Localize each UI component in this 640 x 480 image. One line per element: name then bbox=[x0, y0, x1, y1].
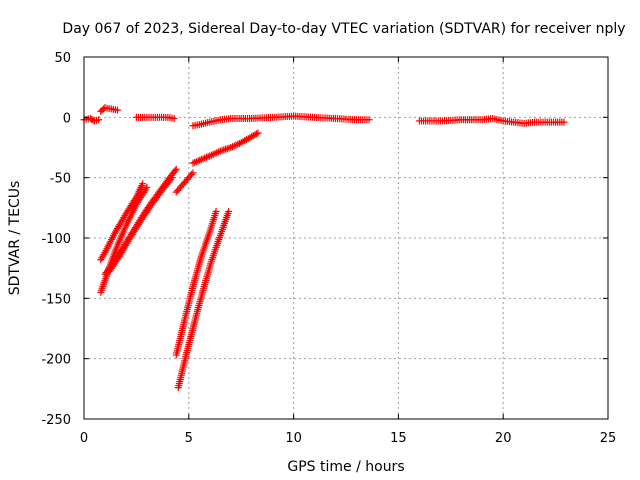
data-point bbox=[199, 155, 207, 163]
y-tick-label: -250 bbox=[41, 413, 71, 428]
y-tick-label: 0 bbox=[63, 111, 71, 126]
data-point bbox=[196, 156, 204, 164]
data-point bbox=[191, 158, 199, 166]
data-point bbox=[171, 167, 179, 175]
y-tick-label: 50 bbox=[54, 51, 71, 66]
data-point bbox=[143, 183, 151, 191]
data-point bbox=[95, 116, 103, 124]
data-point bbox=[254, 129, 262, 137]
data-point bbox=[225, 207, 233, 215]
data-point bbox=[204, 153, 212, 161]
data-point bbox=[194, 157, 202, 165]
data-point bbox=[365, 116, 373, 124]
data-point bbox=[189, 169, 197, 177]
data-points bbox=[80, 104, 568, 392]
data-point bbox=[188, 170, 196, 178]
data-point bbox=[170, 115, 178, 123]
data-point bbox=[114, 106, 122, 114]
data-point bbox=[139, 180, 147, 188]
data-point bbox=[167, 175, 175, 183]
data-point bbox=[212, 207, 220, 215]
data-point bbox=[189, 159, 197, 167]
grid-lines bbox=[84, 57, 608, 419]
y-tick-label: -100 bbox=[41, 232, 71, 247]
data-point bbox=[142, 185, 150, 193]
data-point bbox=[172, 165, 180, 173]
x-tick-label: 0 bbox=[80, 431, 88, 446]
chart-title: Day 067 of 2023, Sidereal Day-to-day VTE… bbox=[62, 21, 625, 37]
x-tick-label: 15 bbox=[390, 431, 407, 446]
data-point bbox=[201, 154, 209, 162]
y-tick-label: -150 bbox=[41, 292, 71, 307]
data-point bbox=[197, 156, 205, 164]
x-axis-label: GPS time / hours bbox=[287, 459, 404, 475]
x-tick-label: 10 bbox=[285, 431, 302, 446]
axis-ticks: 0 5 10 15 20 25 50 0 -50 -100 -150 -200 -250 bbox=[41, 51, 616, 446]
data-point bbox=[221, 145, 229, 153]
data-point bbox=[560, 118, 568, 126]
y-axis-label: SDTVAR / TECUs bbox=[7, 181, 23, 296]
x-tick-label: 20 bbox=[495, 431, 512, 446]
data-point bbox=[202, 153, 210, 161]
data-point bbox=[252, 130, 260, 138]
data-point bbox=[192, 158, 200, 166]
y-tick-label: -50 bbox=[50, 172, 71, 187]
y-tick-label: -200 bbox=[41, 353, 71, 368]
x-tick-label: 5 bbox=[185, 431, 193, 446]
x-tick-label: 25 bbox=[600, 431, 617, 446]
data-point bbox=[168, 174, 176, 182]
